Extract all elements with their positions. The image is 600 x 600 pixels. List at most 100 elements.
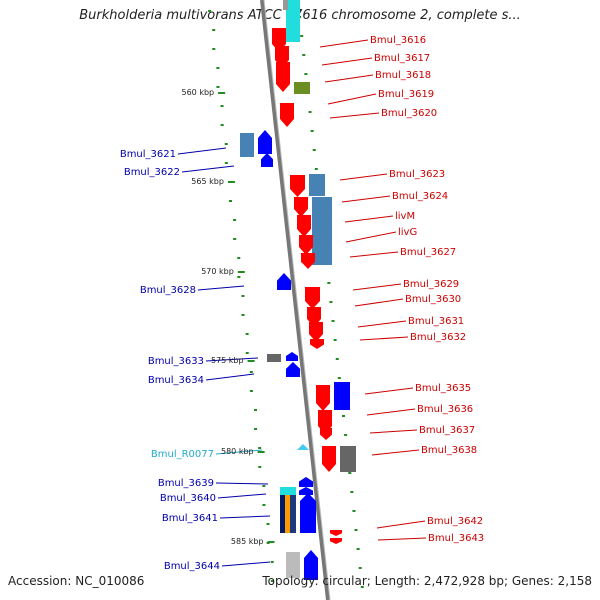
tick-dot	[350, 491, 354, 493]
gene-arrow-reverse	[277, 273, 291, 290]
gene-block	[286, 552, 300, 578]
tick-dot	[312, 149, 316, 151]
tick-dot	[352, 510, 356, 512]
gene-features	[240, 0, 356, 580]
gene-arrow-forward	[330, 538, 342, 544]
leader-line	[352, 283, 402, 291]
tick-dot	[254, 428, 258, 430]
gene-block	[280, 495, 285, 533]
scale-label: 560 kbp	[182, 88, 215, 97]
gene-block-rna	[280, 487, 296, 495]
gene-labels: Bmul_3616 Bmul_3617 Bmul_3618 Bmul_3619 Bmul…	[120, 35, 484, 572]
tick-dot	[314, 168, 318, 170]
gene-label: Bmul_3627	[400, 247, 456, 258]
leader-line	[197, 285, 245, 291]
gene-arrow-reverse	[299, 477, 313, 487]
leader-line	[341, 195, 391, 203]
gene-label: Bmul_3634	[148, 375, 204, 386]
tick-dot	[233, 238, 237, 240]
gene-arrow-forward	[297, 215, 311, 237]
gene-label: Bmul_3616	[370, 35, 426, 46]
gene-arrow-forward	[310, 339, 324, 349]
major-tick	[227, 181, 235, 183]
major-tick	[218, 92, 226, 94]
tick-dot	[300, 35, 304, 37]
gene-label: Bmul_3632	[410, 332, 466, 343]
leader-line	[205, 357, 259, 362]
gene-label: Bmul_3629	[403, 279, 459, 290]
leader-line	[371, 449, 420, 456]
gene-arrow-reverse	[286, 362, 300, 377]
gene-arrow-forward	[276, 62, 290, 92]
leader-line	[321, 57, 373, 66]
scale-label: 575 kbp	[211, 356, 244, 365]
gene-block	[285, 495, 290, 533]
gene-label: Bmul_3636	[417, 404, 473, 415]
rna-arrow	[297, 444, 309, 450]
gene-label: Bmul_R0077	[151, 449, 214, 460]
tick-dot	[249, 390, 253, 392]
tick-dot	[224, 143, 228, 145]
gene-arrow-forward	[290, 175, 305, 197]
leader-line	[319, 39, 369, 48]
gene-block	[294, 82, 310, 94]
tick-dot	[229, 200, 232, 202]
gene-label: Bmul_3624	[392, 191, 448, 202]
gene-block	[334, 382, 350, 410]
gene-label: Bmul_3637	[419, 425, 475, 436]
tick-dot	[262, 485, 266, 487]
label-leaders	[177, 39, 427, 567]
tick-dot	[310, 130, 314, 132]
gene-arrow-reverse	[258, 130, 272, 154]
gene-label: livM	[395, 211, 415, 222]
gene-block	[312, 197, 332, 265]
gene-label: livG	[398, 227, 417, 238]
gene-label: Bmul_3631	[408, 316, 464, 327]
leader-line	[357, 320, 407, 328]
tick-dot	[354, 529, 358, 531]
tick-dot	[224, 162, 228, 164]
tick-dot	[258, 447, 262, 449]
gene-arrow-forward	[309, 322, 323, 342]
scale-label: 570 kbp	[201, 267, 234, 276]
tick-dot	[333, 339, 337, 341]
leader-line	[205, 373, 255, 381]
gene-block-rna	[286, 0, 300, 42]
tick-dot	[337, 377, 341, 379]
accession-text: Accession: NC_010086	[8, 574, 145, 588]
leader-line	[181, 165, 235, 173]
leader-line	[327, 93, 377, 105]
tick-dot	[270, 561, 274, 563]
gene-arrow-forward	[330, 530, 342, 536]
leader-line	[359, 336, 409, 341]
tick-dot	[237, 257, 241, 259]
gene-label: Bmul_3619	[378, 89, 434, 100]
tick-dot	[216, 86, 220, 88]
tick-dot	[344, 434, 348, 436]
gene-arrow-forward	[294, 197, 308, 217]
tick-dot	[266, 523, 270, 525]
gene-label: Bmul_3622	[124, 167, 180, 178]
topology-text: Topology: circular; Length: 2,472,928 bp…	[262, 574, 592, 588]
leader-line	[177, 147, 227, 155]
gene-block	[267, 354, 281, 362]
tick-dot	[208, 10, 212, 12]
major-tick	[267, 541, 275, 543]
tick-dot	[258, 466, 262, 468]
leader-line	[364, 387, 414, 395]
gene-arrow-forward	[322, 446, 336, 472]
tick-dot	[327, 282, 331, 284]
leader-line	[324, 74, 374, 83]
gene-arrow-forward	[305, 287, 320, 309]
leader-line	[377, 537, 427, 541]
chromosome-backbone	[260, 0, 330, 600]
tick-dot	[341, 415, 345, 417]
leader-line	[339, 173, 388, 181]
gene-block	[309, 174, 325, 196]
major-tick	[257, 451, 265, 453]
tick-dot	[331, 320, 335, 322]
tick-dot	[220, 105, 224, 107]
gene-label: Bmul_3630	[405, 294, 461, 305]
gene-label: Bmul_3640	[160, 493, 216, 504]
